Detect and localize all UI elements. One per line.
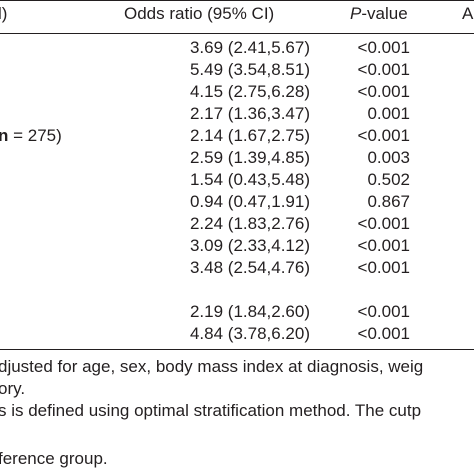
row-13-odds-ratio: 4.84 (3.78,6.20) [189, 324, 310, 343]
header-rule [0, 33, 474, 34]
header-right-fragment: A [462, 4, 474, 23]
row-2-odds-ratio: 5.49 (3.54,8.51) [189, 60, 310, 79]
row-7-p-value: 0.502 [367, 170, 410, 189]
footnote-line-1: djusted for age, sex, body mass index at… [0, 357, 424, 376]
row-13-p-value: <0.001 [357, 324, 410, 343]
row-10-p-value: <0.001 [357, 236, 410, 255]
row-1-p-value: <0.001 [357, 38, 410, 57]
row-12-p-value: <0.001 [357, 302, 410, 321]
header-p-italic: P [350, 4, 362, 23]
row-label-rest: = 275) [8, 126, 62, 145]
row-5-p-value: <0.001 [357, 126, 410, 145]
row-11-p-value: <0.001 [357, 258, 410, 277]
header-p-rest: -value [361, 4, 408, 23]
row-7-odds-ratio: 1.54 (0.43,5.48) [189, 170, 310, 189]
row-1-odds-ratio: 3.69 (2.41,5.67) [189, 38, 310, 57]
row-label-n: n [0, 126, 9, 145]
row-6-odds-ratio: 2.59 (1.39,4.85) [189, 148, 310, 167]
top-rule [0, 0, 474, 1]
row-4-p-value: 0.001 [367, 104, 410, 123]
row-label-fragment: n = 275) [0, 126, 62, 146]
header-odds-ratio: Odds ratio (95% CI) [124, 4, 275, 23]
row-5-odds-ratio: 2.14 (1.67,2.75) [189, 126, 310, 145]
row-10-odds-ratio: 3.09 (2.33,4.12) [189, 236, 310, 255]
row-12-odds-ratio: 2.19 (1.84,2.60) [189, 302, 310, 321]
row-9-p-value: <0.001 [357, 214, 410, 233]
row-4-odds-ratio: 2.17 (1.36,3.47) [189, 104, 310, 123]
bottom-rule [0, 349, 474, 350]
row-3-p-value: <0.001 [357, 82, 410, 101]
header-p-value: P-value [350, 4, 408, 24]
header-left-fragment: l) [0, 4, 8, 23]
row-9-odds-ratio: 2.24 (1.83,2.76) [189, 214, 310, 233]
row-6-p-value: 0.003 [367, 148, 410, 167]
row-8-p-value: 0.867 [367, 192, 410, 211]
row-8-odds-ratio: 0.94 (0.47,1.91) [189, 192, 310, 211]
footnote-line-2: ory. [0, 379, 26, 398]
footnote-line-3: s is defined using optimal stratificatio… [0, 401, 422, 420]
row-2-p-value: <0.001 [357, 60, 410, 79]
row-3-odds-ratio: 4.15 (2.75,6.28) [189, 82, 310, 101]
row-11-odds-ratio: 3.48 (2.54,4.76) [189, 258, 310, 277]
footnote-line-4: ference group. [0, 449, 108, 468]
